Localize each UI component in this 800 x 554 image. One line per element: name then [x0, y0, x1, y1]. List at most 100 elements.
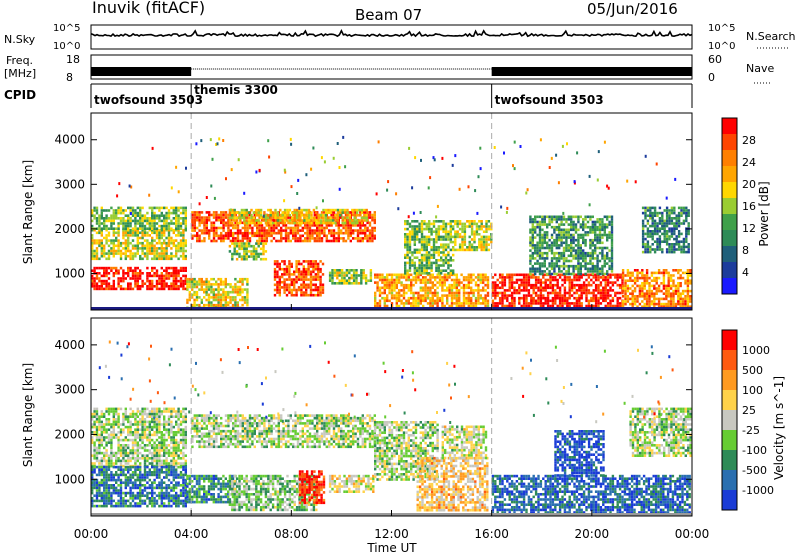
heatmap-cell [117, 209, 120, 212]
heatmap-cell [560, 233, 563, 237]
heatmap-cell [536, 259, 539, 263]
heatmap-cell [577, 251, 580, 255]
heatmap-cell [175, 277, 178, 280]
heatmap-cell [645, 282, 649, 285]
heatmap-cell [232, 234, 235, 238]
heatmap-cell [160, 219, 163, 223]
heatmap-cell [344, 239, 348, 243]
heatmap-cell [538, 236, 542, 239]
heatmap-cell [278, 265, 281, 268]
heatmap-cell [651, 206, 654, 210]
heatmap-cell [662, 292, 666, 295]
heatmap-cell [570, 272, 573, 276]
heatmap-cell [148, 287, 151, 291]
heatmap-cell [648, 284, 651, 288]
heatmap-cell [636, 271, 639, 275]
heatmap-cell [278, 267, 281, 271]
heatmap-cell [482, 276, 485, 279]
heatmap-cell [437, 272, 440, 275]
heatmap-cell [546, 267, 549, 271]
heatmap-cell [437, 269, 440, 272]
heatmap-cell [584, 262, 587, 265]
heatmap-cell [644, 209, 647, 212]
heatmap-cell [484, 276, 487, 279]
heatmap-cell [314, 288, 317, 292]
heatmap-cell [518, 296, 521, 300]
heatmap-cell [402, 304, 406, 308]
heatmap-cell [458, 291, 461, 295]
heatmap-cell [404, 235, 407, 239]
heatmap-cell [283, 286, 286, 289]
heatmap-cell [624, 274, 627, 277]
heatmap-cell [536, 254, 539, 258]
heatmap-cell [496, 278, 499, 282]
heatmap-cell [525, 278, 528, 282]
heatmap-cell [136, 239, 139, 242]
heatmap-cell [256, 224, 259, 227]
heatmap-cell [129, 252, 132, 255]
heatmap-cell [274, 214, 277, 217]
heatmap-cell [558, 257, 561, 260]
heatmap-cell [411, 225, 414, 228]
heatmap-cell [589, 244, 592, 247]
heatmap-cell [347, 218, 350, 222]
heatmap-cell [146, 244, 149, 248]
heatmap-cell [480, 246, 483, 249]
heatmap-cell [160, 285, 163, 288]
heatmap-cell [151, 239, 154, 242]
heatmap-cell [146, 279, 149, 283]
heatmap-cell [300, 278, 303, 281]
heatmap-cell [411, 253, 414, 257]
heatmap-cell [338, 187, 341, 191]
heatmap-cell [648, 289, 651, 293]
heatmap-cell [669, 279, 673, 282]
heatmap-cell [597, 283, 600, 287]
heatmap-cell [167, 254, 171, 258]
heatmap-cell [366, 237, 369, 240]
heatmap-cell [362, 274, 365, 277]
heatmap-cell [477, 302, 480, 305]
heatmap-cell [378, 291, 382, 295]
heatmap-cell [541, 233, 544, 237]
heatmap-cell [589, 218, 592, 221]
heatmap-cell [603, 223, 606, 226]
heatmap-cell [413, 266, 416, 270]
heatmap-cell [454, 235, 457, 239]
heatmap-cell [561, 302, 564, 305]
heatmap-cell [124, 224, 127, 228]
heatmap-cell [667, 300, 670, 303]
heatmap-cell [163, 217, 166, 220]
heatmap-cell [610, 225, 614, 229]
heatmap-cell [426, 286, 430, 290]
heatmap-cell [98, 279, 101, 283]
heatmap-cell [410, 296, 413, 300]
heatmap-cell [680, 248, 683, 251]
heatmap-cell [186, 298, 189, 302]
heatmap-cell [423, 243, 426, 246]
heatmap-cell [555, 241, 558, 245]
heatmap-cell [463, 238, 467, 241]
heatmap-cell [686, 274, 690, 277]
heatmap-cell [570, 264, 573, 268]
heatmap-cell [463, 243, 467, 246]
heatmap-cell [610, 251, 614, 255]
heatmap-cell [365, 214, 368, 217]
heatmap-cell [273, 267, 277, 271]
heatmap-cell [175, 282, 178, 285]
heatmap-cell [616, 276, 619, 279]
heatmap-cell [648, 276, 651, 280]
heatmap-cell [589, 259, 592, 263]
heatmap-cell [452, 272, 455, 275]
heatmap-cell [229, 213, 232, 217]
heatmap-cell [307, 219, 311, 222]
heatmap-cell [411, 233, 414, 236]
heatmap-cell [119, 285, 123, 288]
heatmap-cell [105, 219, 108, 223]
heatmap-cell [651, 222, 654, 225]
heatmap-cell [572, 267, 575, 271]
heatmap-cell [184, 274, 187, 278]
heatmap-cell [331, 269, 334, 272]
heatmap-cell [653, 292, 656, 295]
heatmap-cell [503, 289, 507, 292]
heatmap-cell [597, 286, 600, 290]
